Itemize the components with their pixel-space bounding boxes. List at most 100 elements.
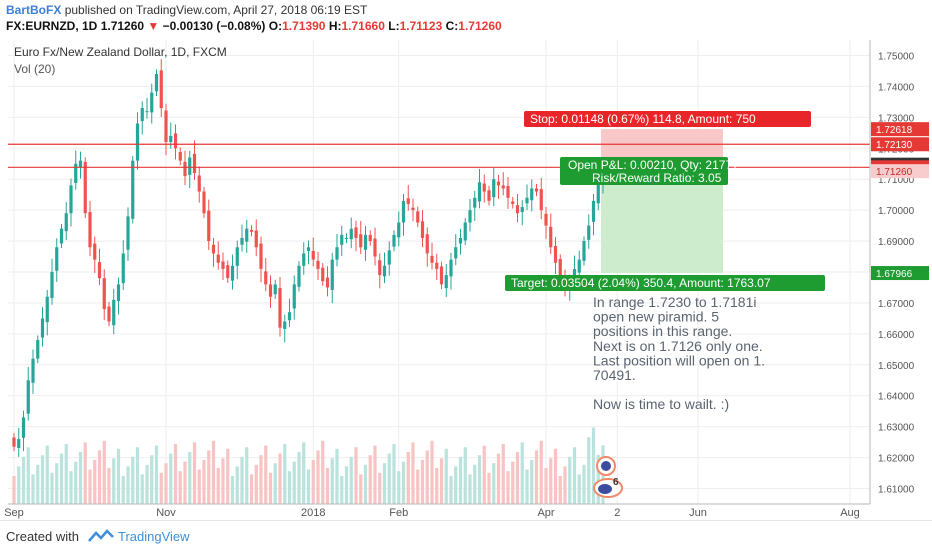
annotation-line: Last position will open on 1.: [593, 352, 765, 368]
y-tick-label: 1.70000: [878, 206, 915, 217]
volume-bar: [183, 461, 187, 504]
risk-reward-label: Risk/Reward Ratio: 3.05: [592, 171, 722, 185]
x-tick-label: Sep: [4, 507, 24, 519]
volume-bar: [259, 455, 263, 504]
candle-body: [482, 183, 486, 192]
candle-body: [582, 241, 586, 261]
down-arrow-icon: ▼: [147, 19, 160, 33]
annotation-line: open new piramid. 5: [593, 309, 719, 325]
volume-bar: [126, 466, 130, 504]
x-tick-label: 2018: [301, 507, 325, 519]
candle-body: [88, 211, 92, 248]
volume-bar: [135, 447, 140, 504]
candle-body: [59, 228, 64, 244]
price-tag-bg: [871, 266, 929, 281]
volume-bar: [397, 471, 401, 504]
volume-bar: [463, 447, 467, 504]
candle-body: [135, 123, 140, 161]
candle-body: [458, 237, 463, 244]
candle-body: [401, 200, 406, 223]
volume-bar: [268, 472, 273, 504]
candle-body: [112, 299, 116, 326]
y-tick-label: 1.67000: [878, 299, 915, 310]
candle-body: [416, 211, 420, 223]
volume-bar: [112, 458, 116, 504]
price-tag-label: 1.71260: [876, 167, 913, 178]
candle-body: [549, 226, 553, 248]
volume-bar: [45, 445, 49, 504]
volume-bar: [102, 440, 106, 504]
volume-bar: [325, 468, 330, 504]
price-tag-label: 1.72618: [876, 125, 913, 136]
footer-bar: Created with TradingView: [0, 520, 932, 551]
volume-bar: [211, 440, 216, 504]
candle-body: [397, 222, 401, 238]
annotation-line: positions in this range.: [593, 323, 732, 339]
volume-bar: [64, 444, 68, 504]
candle-body: [202, 191, 206, 214]
candle-body: [154, 74, 159, 92]
y-tick-label: 1.62000: [878, 454, 915, 465]
target-label-box[interactable]: Target: 0.03504 (2.04%) 350.4, Amount: 1…: [505, 275, 825, 291]
volume-bar: [515, 452, 520, 504]
chart-title: Euro Fx/New Zealand Dollar, 1D, FXCM: [14, 45, 227, 59]
volume-bar: [492, 463, 496, 504]
earnings-count-marker[interactable]: 6: [593, 477, 623, 498]
candle-body: [192, 153, 197, 174]
pnl-label-box[interactable]: Open P&L: 0.00210, Qty: 21777 Risk/Rewar…: [560, 157, 739, 185]
volume-bar: [335, 448, 339, 504]
volume-bar: [387, 453, 391, 504]
volume-bar: [169, 453, 173, 504]
volume-bar: [207, 450, 211, 504]
volume-bar: [292, 461, 296, 504]
volume-bar: [553, 448, 558, 504]
earnings-count: 6: [613, 477, 619, 488]
candle-body: [373, 238, 377, 257]
volume-bar: [544, 468, 548, 504]
volume-bar: [121, 476, 125, 504]
candle-body: [31, 358, 35, 383]
volume-bar: [178, 471, 182, 504]
x-tick-label: Aug: [840, 507, 860, 519]
candle-body: [311, 250, 315, 260]
volume-bar: [145, 464, 149, 504]
candle-body: [249, 229, 254, 232]
candle-body: [93, 243, 97, 260]
candle-body: [525, 197, 529, 204]
tradingview-logo-icon[interactable]: [88, 529, 114, 543]
time-axis[interactable]: Sep Nov 2018 Feb Apr 2 Jun Aug: [4, 507, 860, 519]
volume-bar: [373, 445, 377, 504]
candle-body: [268, 284, 273, 297]
price-chart[interactable]: 1.750001.740001.730001.720001.710001.700…: [0, 38, 932, 520]
volume-bar: [563, 466, 567, 504]
candle-body: [302, 253, 306, 266]
volume-bar: [416, 469, 420, 504]
volume-bar: [221, 458, 225, 504]
candle-body: [83, 161, 87, 214]
author-link[interactable]: BartBoFX: [6, 3, 62, 17]
stop-label-box[interactable]: Stop: 0.01148 (0.67%) 114.8, Amount: 750: [524, 111, 811, 127]
volume-bar: [254, 464, 258, 504]
candle-body: [169, 135, 173, 143]
candle-body: [330, 259, 334, 290]
candle-body: [444, 275, 448, 289]
candle-body: [36, 340, 40, 359]
tradingview-link[interactable]: TradingView: [118, 529, 190, 544]
x-tick-label: Jun: [689, 507, 707, 519]
candle-body: [591, 200, 596, 222]
volume-bar: [55, 463, 59, 504]
candle-body: [116, 284, 121, 302]
annotation-line: Now is time to wailt. :): [593, 396, 729, 412]
volume-bar: [591, 427, 596, 504]
candle-body: [235, 247, 239, 266]
y-tick-label: 1.61000: [878, 485, 915, 496]
volume-bar: [197, 469, 201, 504]
price-tag-label: 1.72130: [876, 140, 913, 151]
high-label: H:: [328, 19, 342, 33]
candle-body: [178, 151, 182, 161]
volume-bar: [83, 442, 87, 504]
candle-body: [544, 213, 548, 226]
candle-body: [492, 179, 496, 198]
earnings-flag-marker[interactable]: [596, 456, 616, 476]
